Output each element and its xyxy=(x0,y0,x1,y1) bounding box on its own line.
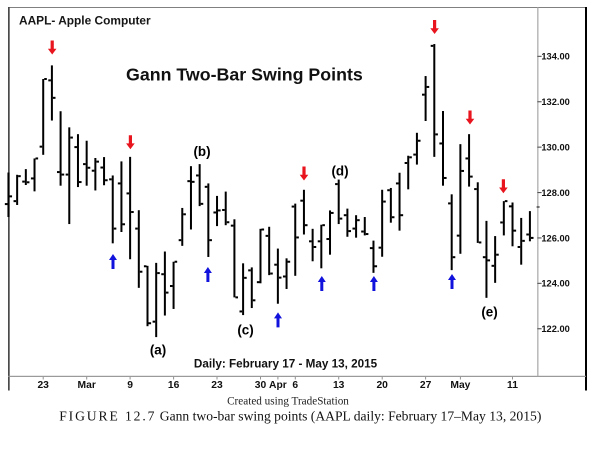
svg-text:AAPL- Apple Computer: AAPL- Apple Computer xyxy=(19,14,151,28)
svg-text:134.00: 134.00 xyxy=(541,52,569,62)
svg-text:11: 11 xyxy=(507,380,518,391)
svg-text:May: May xyxy=(450,380,470,391)
svg-text:122.00: 122.00 xyxy=(541,324,569,334)
svg-text:(e): (e) xyxy=(481,305,497,320)
svg-text:128.00: 128.00 xyxy=(541,188,569,198)
svg-text:Gann Two-Bar Swing Points: Gann Two-Bar Swing Points xyxy=(126,65,363,85)
svg-text:6: 6 xyxy=(292,380,298,391)
svg-text:Mar: Mar xyxy=(78,380,96,391)
svg-text:13: 13 xyxy=(333,380,345,391)
svg-text:Apr: Apr xyxy=(269,380,287,391)
svg-text:FIGURE 12.7 Gann two-bar swing: FIGURE 12.7 Gann two-bar swing points (A… xyxy=(59,409,541,425)
svg-text:9: 9 xyxy=(127,380,133,391)
svg-text:124.00: 124.00 xyxy=(541,279,569,289)
svg-text:23: 23 xyxy=(211,380,223,391)
svg-text:Daily: February 17 - May 13, 2: Daily: February 17 - May 13, 2015 xyxy=(194,358,378,371)
svg-text:27: 27 xyxy=(420,380,432,391)
svg-text:(c): (c) xyxy=(237,323,253,338)
svg-text:(a): (a) xyxy=(150,343,166,358)
svg-text:Created using TradeStation: Created using TradeStation xyxy=(227,395,349,407)
svg-text:(d): (d) xyxy=(331,164,348,179)
svg-text:(b): (b) xyxy=(193,144,210,159)
svg-text:16: 16 xyxy=(168,380,180,391)
svg-text:130.00: 130.00 xyxy=(541,143,569,153)
svg-text:23: 23 xyxy=(37,380,49,391)
svg-text:126.00: 126.00 xyxy=(541,233,569,243)
svg-text:20: 20 xyxy=(376,380,388,391)
svg-text:132.00: 132.00 xyxy=(541,97,569,107)
svg-text:30: 30 xyxy=(255,380,267,391)
